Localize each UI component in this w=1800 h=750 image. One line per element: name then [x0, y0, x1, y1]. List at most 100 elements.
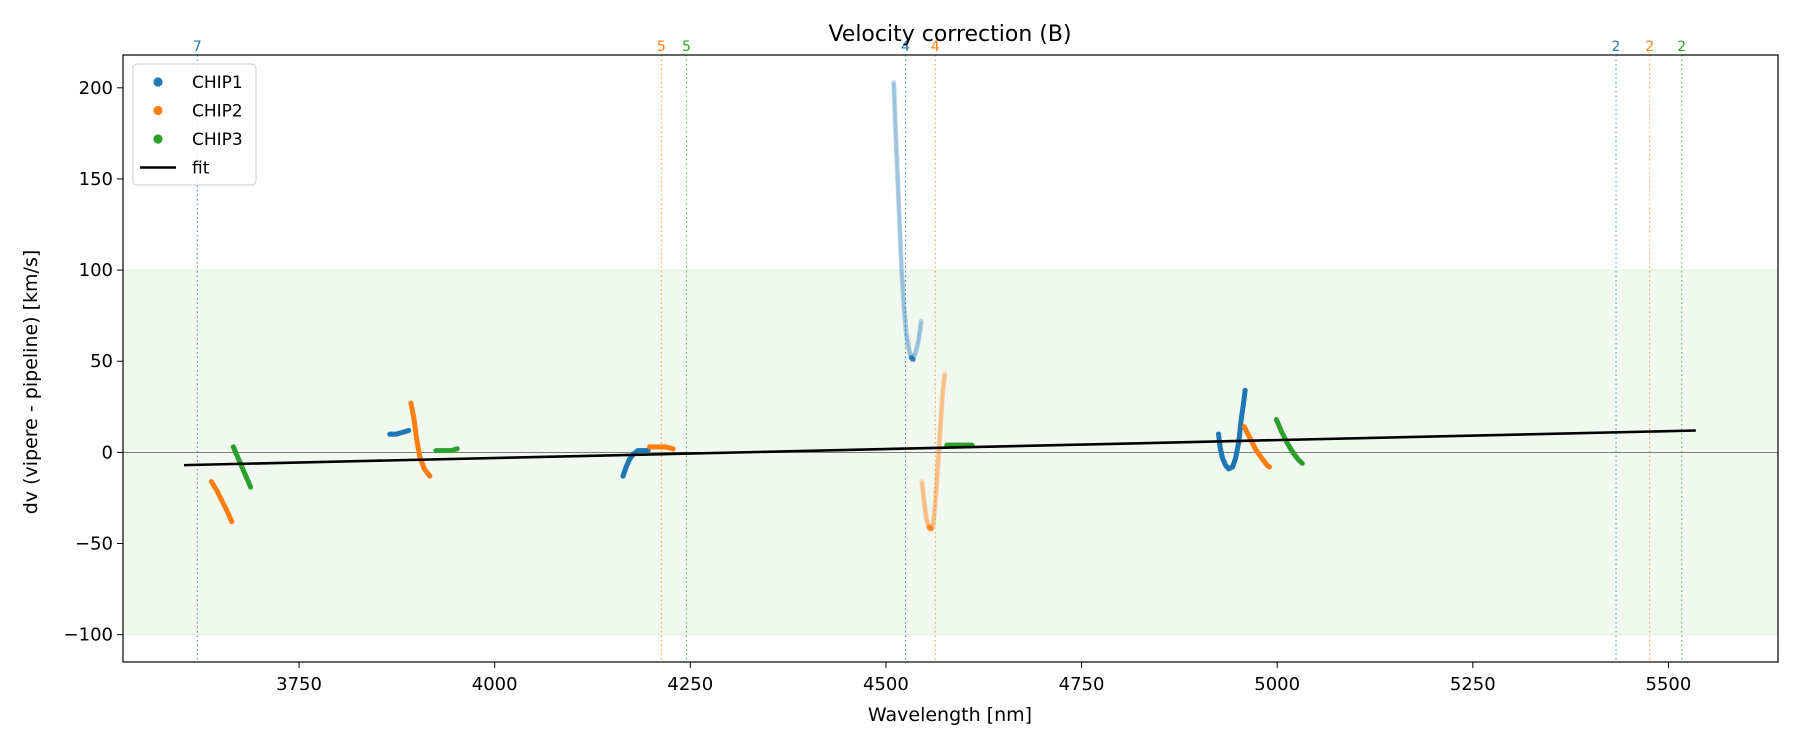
legend-dot-icon — [153, 134, 163, 144]
data-point — [935, 452, 942, 459]
data-point — [898, 248, 904, 254]
data-point — [893, 130, 899, 136]
data-point — [902, 320, 908, 326]
marker-label: 2 — [1645, 39, 1654, 55]
data-point — [937, 433, 943, 439]
data-point — [903, 329, 909, 335]
data-point — [895, 186, 901, 192]
y-tick-label: 50 — [90, 351, 113, 372]
data-point — [900, 293, 906, 299]
data-point — [930, 518, 936, 524]
x-axis-label: Wavelength [nm] — [868, 704, 1032, 726]
data-point — [936, 450, 942, 457]
data-point — [896, 201, 902, 207]
data-point — [935, 461, 941, 467]
series-chip1 — [908, 354, 916, 363]
data-point — [898, 254, 904, 260]
data-point — [934, 476, 940, 482]
data-point — [904, 333, 910, 339]
data-point — [896, 205, 902, 211]
data-point — [892, 113, 898, 119]
data-point — [917, 328, 923, 334]
data-point — [891, 96, 897, 102]
data-point — [891, 92, 897, 98]
data-point — [937, 431, 943, 437]
y-axis-label: dv (vipere - pipeline) [km/s] — [20, 250, 42, 515]
data-point — [894, 162, 900, 168]
data-point — [916, 336, 922, 342]
data-point — [898, 250, 904, 256]
data-point — [932, 505, 938, 511]
data-point — [938, 405, 945, 412]
legend-box — [132, 63, 257, 186]
data-point — [894, 166, 900, 172]
data-point — [1299, 460, 1305, 466]
x-tick-label: 5500 — [1646, 674, 1692, 695]
data-point — [896, 203, 902, 209]
data-point — [899, 271, 905, 277]
data-point — [936, 448, 942, 454]
data-point — [935, 457, 941, 463]
data-point — [940, 384, 946, 390]
series-chip2 — [919, 371, 948, 532]
data-point — [937, 429, 943, 435]
data-point — [903, 331, 909, 337]
x-tick-label: 4500 — [863, 674, 909, 695]
data-point — [895, 177, 901, 183]
fit-layer — [184, 429, 1696, 467]
data-point — [936, 440, 942, 446]
data-point — [892, 115, 898, 121]
data-point — [937, 425, 943, 431]
data-point — [894, 151, 900, 157]
x-tick-label: 4250 — [667, 674, 713, 695]
data-point — [895, 190, 901, 196]
data-point — [899, 273, 905, 280]
data-point — [904, 335, 910, 341]
y-tick-label: 150 — [79, 169, 113, 190]
data-point — [913, 349, 919, 355]
data-point — [901, 299, 907, 305]
data-point — [910, 356, 916, 363]
data-point — [940, 382, 947, 388]
data-point — [922, 504, 928, 511]
data-point — [897, 224, 903, 230]
data-point — [891, 83, 897, 90]
data-point — [893, 143, 899, 149]
data-point — [900, 297, 907, 303]
data-point — [916, 332, 922, 338]
data-point — [891, 79, 897, 85]
data-point — [917, 326, 923, 332]
fit-line — [184, 429, 1696, 467]
data-point — [919, 478, 925, 485]
y-tick-label: −100 — [64, 625, 113, 646]
data-point — [902, 314, 908, 320]
data-point — [923, 511, 929, 517]
data-point — [899, 282, 906, 288]
data-point — [900, 286, 906, 292]
data-point — [931, 511, 937, 517]
data-point — [904, 337, 910, 343]
data-point — [891, 94, 897, 100]
data-point — [938, 407, 945, 414]
data-point — [900, 295, 906, 301]
data-point — [940, 390, 946, 396]
data-point — [901, 306, 907, 312]
data-point — [897, 228, 903, 235]
legend-entry-chip2: CHIP2 — [153, 102, 243, 122]
data-point — [921, 496, 927, 502]
data-point — [247, 484, 254, 490]
data-point — [934, 478, 940, 485]
data-point — [896, 216, 902, 222]
data-point — [893, 132, 899, 138]
data-point — [898, 265, 905, 271]
data-point — [1242, 387, 1248, 393]
data-point — [918, 318, 924, 324]
data-point — [928, 526, 934, 532]
legend: CHIP1 CHIP2 CHIP3 fit — [132, 63, 257, 186]
data-point — [892, 123, 899, 130]
data-point — [895, 179, 901, 185]
data-point — [905, 343, 911, 349]
data-point — [893, 136, 899, 142]
data-point — [934, 472, 940, 478]
data-point — [897, 243, 904, 250]
